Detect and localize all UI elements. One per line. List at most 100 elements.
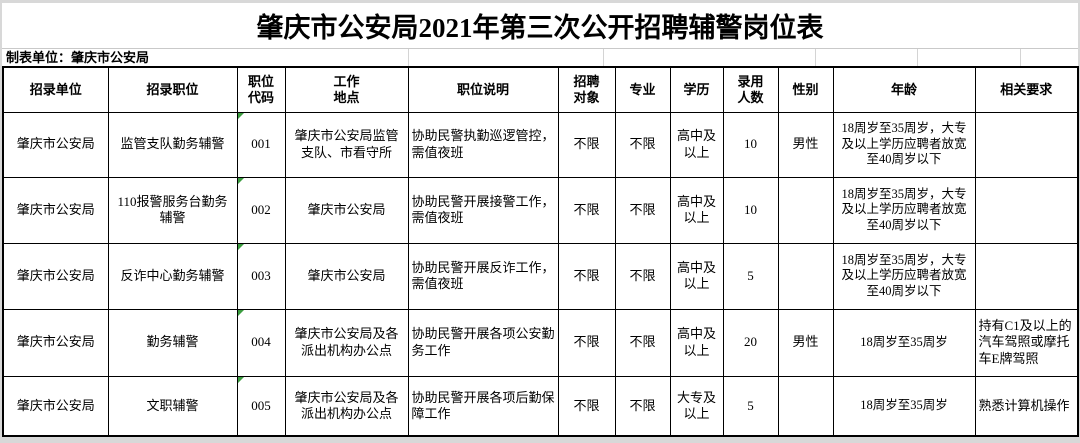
cell-text: 不限 — [629, 267, 656, 283]
cell-text: 18周岁至35周岁，大专及以上学历应聘者放宽至40周岁以下 — [841, 121, 967, 167]
cell-unit: 肇庆市公安局 — [2, 176, 109, 244]
cell-age: 18周岁至35周岁，大专及以上学历应聘者放宽至40周岁以下 — [832, 242, 976, 310]
cell-education: 高中及以上 — [669, 308, 724, 377]
cell-major: 不限 — [614, 308, 671, 377]
cell-text: 110报警服务台勤务辅警 — [117, 193, 228, 225]
cell-text: 文职辅警 — [146, 397, 199, 413]
cell-text: 肇庆市公安局及各派出机构办公点 — [294, 326, 399, 358]
gridline — [1020, 49, 1021, 66]
cell-description: 协助民警开展接警工作，需值夜班 — [407, 176, 559, 244]
cell-text: 协助民警开展各项公安勤务工作 — [411, 326, 555, 358]
cell-count: 10 — [722, 111, 779, 178]
cell-text: 18周岁至35周岁，大专及以上学历应聘者放宽至40周岁以下 — [841, 252, 967, 298]
cell-text: 不限 — [629, 397, 656, 413]
cell-unit: 肇庆市公安局 — [2, 111, 109, 178]
cell-text: 男性 — [792, 136, 819, 152]
cell-text: 协助民警开展接警工作，需值夜班 — [411, 193, 555, 225]
cell-text: 熟悉计算机操作 — [978, 397, 1070, 413]
cell-target: 不限 — [557, 375, 616, 437]
header-description: 职位说明 — [407, 66, 559, 113]
cell-gender — [777, 176, 834, 244]
cell-text: 高中及以上 — [676, 259, 716, 291]
cell-text: 001 — [251, 136, 271, 152]
cell-education: 高中及以上 — [669, 176, 724, 244]
header-row: 招录单位 招录职位 职位 代码 工作 地点 职位说明 招聘 对象 专业 学历 录用 人数 性别 年龄… — [2, 66, 1079, 113]
cell-gender — [777, 375, 834, 437]
cell-target: 不限 — [557, 176, 616, 244]
cell-requirements — [974, 242, 1079, 310]
table-row: 肇庆市公安局 监管支队勤务辅警 001 肇庆市公安局监管支队、市看守所 协助民警执勤巡逻… — [2, 111, 1079, 178]
cell-location: 肇庆市公安局及各派出机构办公点 — [284, 308, 409, 377]
cell-text: 协助民警开展各项后勤保障工作 — [411, 389, 555, 421]
cell-text: 肇庆市公安局 — [16, 267, 95, 283]
cell-text: 20 — [744, 334, 757, 350]
cell-code: 005 — [236, 375, 286, 437]
prepared-by-label: 制表单位：肇庆市公安局 — [6, 50, 150, 65]
table-row: 肇庆市公安局 110报警服务台勤务辅警 002 肇庆市公安局 协助民警开展接警工作，需值… — [2, 176, 1079, 244]
cell-target: 不限 — [557, 242, 616, 310]
cell-text: 肇庆市公安局 — [307, 201, 386, 217]
cell-position: 监管支队勤务辅警 — [107, 111, 238, 178]
table-body: 肇庆市公安局 监管支队勤务辅警 001 肇庆市公安局监管支队、市看守所 协助民警执勤巡逻… — [2, 111, 1079, 437]
job-table: 招录单位 招录职位 职位 代码 工作 地点 职位说明 招聘 对象 专业 学历 录用 人数 性别 年龄… — [2, 66, 1079, 437]
page-title: 肇庆市公安局2021年第三次公开招聘辅警岗位表 — [2, 3, 1078, 49]
cell-text: 18周岁至35周岁 — [860, 397, 948, 412]
cell-location: 肇庆市公安局监管支队、市看守所 — [284, 111, 409, 178]
prepared-by-row: 制表单位：肇庆市公安局 — [2, 49, 1078, 66]
cell-text: 监管支队勤务辅警 — [120, 136, 225, 152]
cell-text: 高中及以上 — [676, 193, 716, 225]
cell-age: 18周岁至35周岁，大专及以上学历应聘者放宽至40周岁以下 — [832, 176, 976, 244]
cell-target: 不限 — [557, 308, 616, 377]
cell-text: 5 — [747, 267, 754, 283]
cell-count: 5 — [722, 375, 779, 437]
table-row: 肇庆市公安局 勤务辅警 004 肇庆市公安局及各派出机构办公点 协助民警开展各项公安勤务… — [2, 308, 1079, 377]
cell-major: 不限 — [614, 176, 671, 244]
cell-text: 肇庆市公安局监管支队、市看守所 — [294, 128, 399, 160]
cell-code: 001 — [236, 111, 286, 178]
cell-gender: 男性 — [777, 111, 834, 178]
gridline — [603, 49, 604, 66]
cell-text: 不限 — [629, 201, 656, 217]
cell-text: 不限 — [573, 267, 600, 283]
cell-text: 不限 — [629, 334, 656, 350]
cell-requirements: 熟悉计算机操作 — [974, 375, 1079, 437]
cell-requirements — [974, 111, 1079, 178]
cell-major: 不限 — [614, 242, 671, 310]
cell-text: 肇庆市公安局 — [16, 201, 95, 217]
cell-text: 不限 — [629, 136, 656, 152]
header-education: 学历 — [669, 66, 724, 113]
cell-text: 男性 — [792, 334, 819, 350]
cell-description: 协助民警执勤巡逻管控，需值夜班 — [407, 111, 559, 178]
cell-text: 肇庆市公安局及各派出机构办公点 — [294, 389, 399, 421]
cell-position: 勤务辅警 — [107, 308, 238, 377]
header-major: 专业 — [614, 66, 671, 113]
cell-gender: 男性 — [777, 308, 834, 377]
cell-age: 18周岁至35周岁 — [832, 375, 976, 437]
cell-unit: 肇庆市公安局 — [2, 375, 109, 437]
cell-code: 002 — [236, 176, 286, 244]
cell-text: 反诈中心勤务辅警 — [120, 267, 225, 283]
header-position: 招录职位 — [107, 66, 238, 113]
cell-text: 18周岁至35周岁 — [860, 334, 948, 349]
excel-error-indicator-icon — [238, 178, 244, 184]
cell-text: 协助民警开展反诈工作，需值夜班 — [411, 259, 555, 291]
excel-error-indicator-icon — [238, 377, 244, 383]
cell-count: 20 — [722, 308, 779, 377]
cell-count: 10 — [722, 176, 779, 244]
cell-text: 005 — [251, 397, 271, 413]
header-target: 招聘 对象 — [557, 66, 616, 113]
table-row: 肇庆市公安局 文职辅警 005 肇庆市公安局及各派出机构办公点 协助民警开展各项后勤保障… — [2, 375, 1079, 437]
cell-age: 18周岁至35周岁 — [832, 308, 976, 377]
spreadsheet-area: 肇庆市公安局2021年第三次公开招聘辅警岗位表 制表单位：肇庆市公安局 招录单位… — [2, 3, 1079, 437]
cell-major: 不限 — [614, 111, 671, 178]
cell-text: 10 — [744, 136, 757, 152]
cell-target: 不限 — [557, 111, 616, 178]
header-requirements: 相关要求 — [974, 66, 1079, 113]
excel-error-indicator-icon — [238, 244, 244, 250]
cell-text: 不限 — [573, 334, 600, 350]
cell-text: 10 — [744, 201, 757, 217]
cell-major: 不限 — [614, 375, 671, 437]
cell-text: 003 — [251, 267, 271, 283]
cell-text: 协助民警执勤巡逻管控，需值夜班 — [411, 128, 555, 160]
cell-gender — [777, 242, 834, 310]
